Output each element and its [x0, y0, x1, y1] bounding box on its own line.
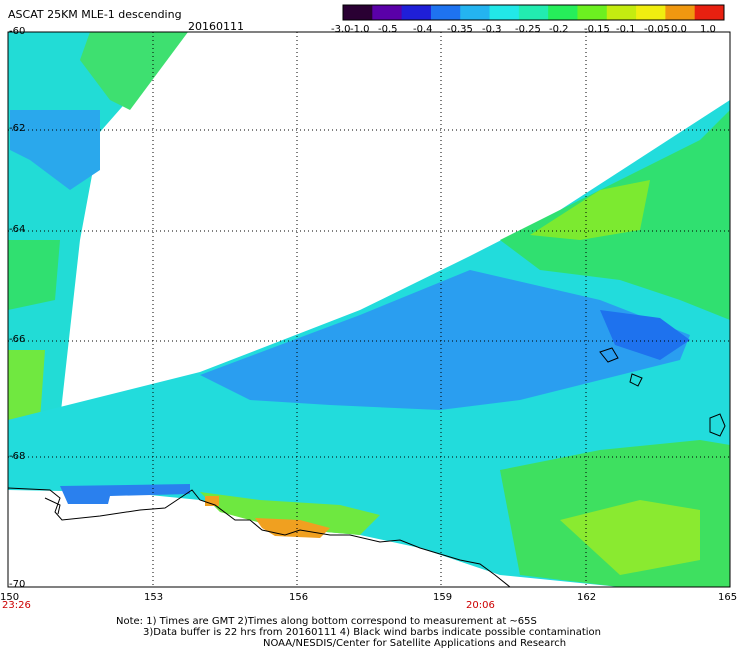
colorbar-segment: [636, 5, 666, 20]
swath-coast-green: [200, 492, 380, 535]
swath-main-lime-se: [560, 500, 700, 575]
lon-label-162: 162: [577, 592, 597, 603]
lat-label-66: -66: [9, 334, 26, 345]
time-label-mid: 20:06: [466, 600, 495, 611]
lon-label-150: 150: [0, 592, 20, 603]
lon-label-156: 156: [289, 592, 309, 603]
footer-note-2: 3)Data buffer is 22 hrs from 20160111 4)…: [143, 627, 601, 638]
colorbar-tick-label: -0.1: [616, 24, 636, 35]
colorbar-tick-label: -0.2: [549, 24, 569, 35]
colorbar-tick-label: -0.25: [515, 24, 541, 35]
swath-coast-blue: [60, 484, 190, 504]
colorbar-segment: [694, 5, 725, 20]
lat-label-70: -70: [9, 579, 26, 590]
colorbar-tick-label: 0.0: [671, 24, 687, 35]
colorbar-tick-label: -0.35: [447, 24, 473, 35]
colorbar-tick-label: -0.05: [644, 24, 670, 35]
colorbar-tick-label: -1.0: [350, 24, 370, 35]
colorbar-segment: [343, 5, 373, 20]
swath-ul-green: [80, 32, 188, 110]
colorbar-tick-label: -0.4: [413, 24, 433, 35]
swath-coast-orange-small: [205, 496, 219, 506]
colorbar-tick-label: -3.0: [331, 24, 351, 35]
lon-label-159: 159: [433, 592, 453, 603]
colorbar-segment: [430, 5, 461, 20]
data-swaths: [8, 32, 730, 587]
colorbar-tick-label: -0.5: [378, 24, 398, 35]
lat-label-64: -64: [9, 224, 26, 235]
footer-note-1: Note: 1) Times are GMT 2)Times along bot…: [116, 616, 537, 627]
colorbar-segment: [489, 5, 520, 20]
colorbar-segment: [518, 5, 549, 20]
colorbar-segment: [577, 5, 608, 20]
colorbar-segment: [606, 5, 637, 20]
colorbar-tick-label: -0.15: [584, 24, 610, 35]
colorbar-tick-label: 1.0: [700, 24, 716, 35]
lon-label-165: 165: [718, 592, 738, 603]
colorbar-segment: [460, 5, 491, 20]
time-label-left: 23:26: [2, 600, 31, 611]
lat-label-68: -68: [9, 451, 26, 462]
coastline: [7, 347, 726, 588]
swath-main-blue: [200, 270, 690, 410]
swath-ul-yellowgreen: [8, 350, 45, 420]
lat-label-60: -60: [9, 26, 26, 37]
colorbar-segment: [665, 5, 696, 20]
lat-lon-grid: [8, 32, 730, 587]
colorbar: [342, 4, 725, 21]
colorbar-segment: [372, 5, 403, 20]
plot-frame: [7, 31, 731, 588]
colorbar-tick-label: -0.3: [482, 24, 502, 35]
colorbar-frame: [342, 4, 725, 21]
swath-main-lime-ne: [530, 180, 650, 240]
lon-label-153: 153: [144, 592, 164, 603]
colorbar-segment: [548, 5, 578, 20]
swath-main-deepblue: [600, 310, 690, 360]
map-title: ASCAT 25KM MLE-1 descending: [8, 8, 182, 21]
swath-ul-green-low: [8, 240, 60, 310]
map-date: 20160111: [188, 20, 244, 33]
colorbar-segment: [401, 5, 432, 20]
lat-label-62: -62: [9, 123, 26, 134]
footer-note-3: NOAA/NESDIS/Center for Satellite Applica…: [263, 638, 567, 649]
